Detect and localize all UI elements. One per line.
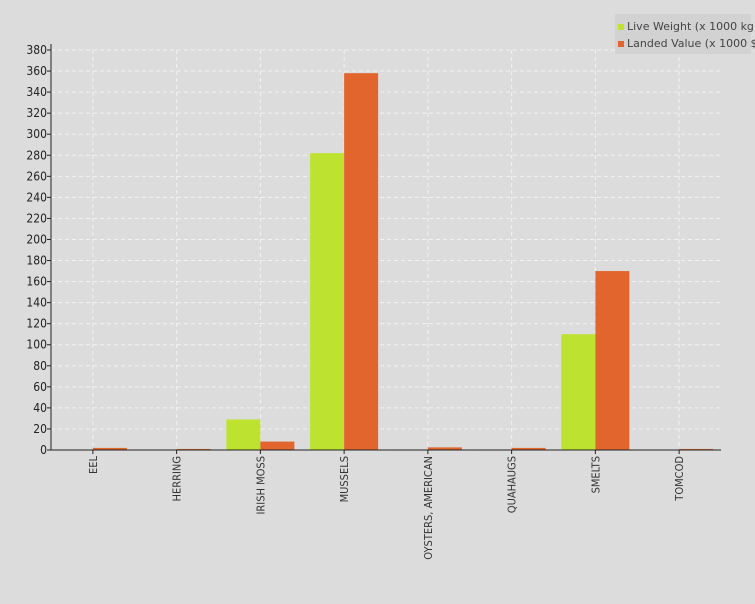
y-tick-label-380: 380 [26,43,47,57]
y-tick-label-180: 180 [26,254,47,268]
y-tick-label-160: 160 [26,275,47,289]
y-tick-label-80: 80 [33,359,47,373]
legend-item-landed-value: Landed Value (x 1000 $) [618,37,755,51]
x-tick-label-eel: EEL [87,456,100,475]
y-tick-label-120: 120 [26,317,47,331]
y-tick-label-340: 340 [26,85,47,99]
bar-landed-value-mussels [344,73,378,450]
legend-label-live-weight: Live Weight (x 1000 kg) [627,20,755,33]
legend-item-live-weight: Live Weight (x 1000 kg) [618,20,755,34]
x-tick-label-tomcod: TOMCOD [673,456,686,502]
x-tick-label-quahaugs: QUAHAUGS [506,456,519,513]
bar-live-weight-smelts [561,334,595,450]
legend-swatch-live-weight [618,24,624,30]
y-tick-label-140: 140 [26,296,47,310]
bar-live-weight-irish-moss [226,419,260,450]
bar-landed-value-smelts [595,271,629,450]
y-tick-label-280: 280 [26,148,47,162]
x-tick-label-smelts: SMELTS [589,456,602,493]
y-tick-label-60: 60 [33,380,47,394]
x-tick-label-irish-moss: IRISH MOSS [254,456,267,514]
y-tick-label-20: 20 [33,422,47,436]
legend-label-landed-value: Landed Value (x 1000 $) [627,37,755,50]
y-tick-label-320: 320 [26,106,47,120]
y-tick-label-0: 0 [40,443,47,457]
y-tick-label-100: 100 [26,338,47,352]
x-tick-label-oysters-american: OYSTERS, AMERICAN [422,456,435,560]
legend-swatch-landed-value [618,41,624,47]
legend: Live Weight (x 1000 kg) Landed Value (x … [615,14,751,54]
y-tick-label-40: 40 [33,401,47,415]
y-tick-label-260: 260 [26,169,47,183]
x-tick-label-mussels: MUSSELS [338,456,351,502]
bar-live-weight-mussels [310,153,344,450]
y-tick-label-300: 300 [26,127,47,141]
y-tick-label-240: 240 [26,190,47,204]
bar-landed-value-irish-moss [260,442,294,450]
y-tick-label-360: 360 [26,64,47,78]
x-tick-label-herring: HERRING [171,456,184,501]
y-tick-label-200: 200 [26,232,47,246]
y-tick-label-220: 220 [26,211,47,225]
